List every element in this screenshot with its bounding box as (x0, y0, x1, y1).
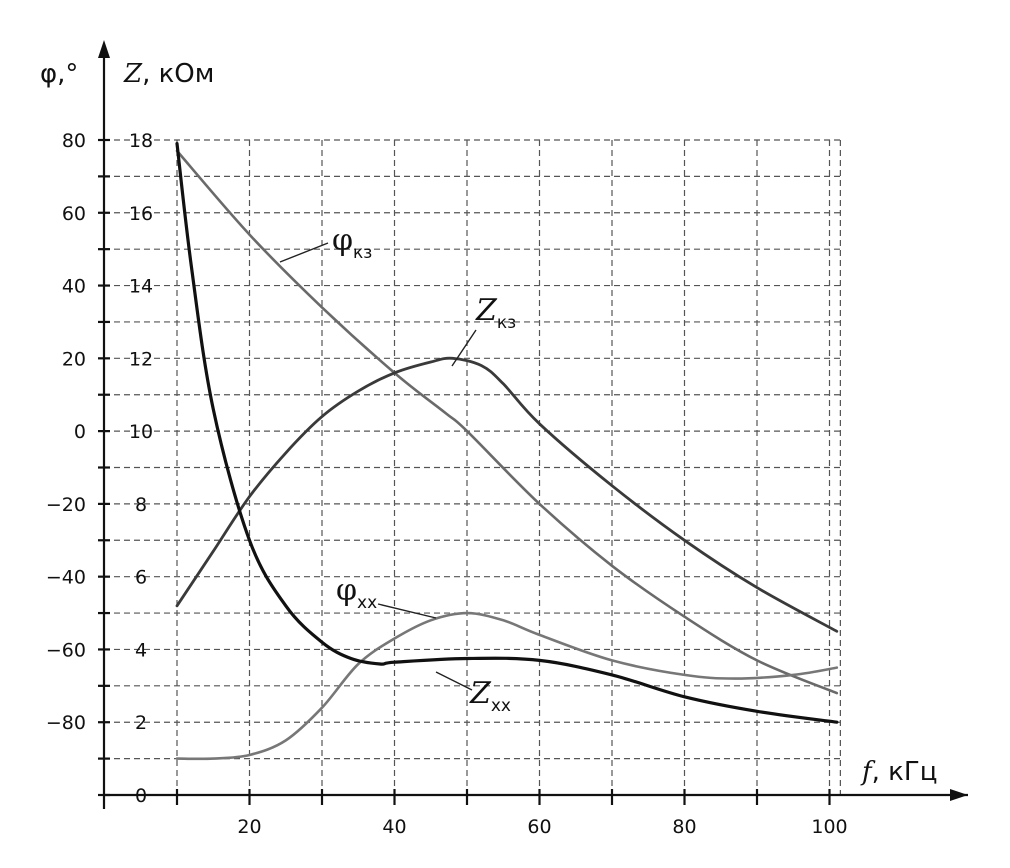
y-right-tick-label: 8 (135, 494, 147, 516)
y-right-tick-label: 2 (135, 712, 147, 734)
y-left-tick-label: 80 (62, 130, 86, 152)
leader-line-z-kz (451, 329, 477, 367)
y-left-tick-label: 0 (74, 421, 86, 443)
y-axis-arrow (98, 40, 110, 58)
y-left-tick-label: 40 (62, 276, 86, 298)
y-right-axis-var: Z (123, 59, 143, 89)
leader-line-z-xx (435, 671, 473, 691)
x-tick-label: 80 (672, 816, 696, 838)
y-left-tick-label: −60 (46, 639, 86, 661)
series-z-kz-line (175, 356, 839, 633)
y-right-tick-label: 16 (129, 203, 153, 225)
curve-label-z-kz: Zкз (475, 293, 516, 333)
x-axis-unit: , кГц (872, 757, 938, 787)
x-tick-label: 60 (527, 816, 551, 838)
curve-label-subscript: хх (357, 593, 377, 613)
x-tick-label: 20 (237, 816, 261, 838)
y-right-tick-label: 14 (129, 276, 153, 298)
tick-labels: 20 40 60 80 100806040200−20−40−60−8018161412… (46, 130, 848, 838)
series-z-xx-line (175, 142, 839, 724)
series-phi-kz-line (175, 149, 839, 695)
axes (98, 40, 968, 809)
x-axis-arrow (950, 789, 968, 801)
y-left-tick-label: 20 (62, 348, 86, 370)
y-left-axis-title: φ,° (40, 59, 78, 89)
y-left-tick-label: −20 (46, 494, 86, 516)
y-right-tick-label: 6 (135, 567, 147, 589)
y-right-tick-label: 0 (135, 785, 147, 807)
series-phi-xx-line (175, 611, 839, 761)
curve-label-symbol: Z (475, 293, 498, 328)
curve-label-phi-kz: φкз (332, 223, 372, 263)
y-left-tick-label: −80 (46, 712, 86, 734)
curve-label-symbol: Z (469, 676, 492, 711)
curve-label-subscript: хх (491, 696, 511, 716)
curve-label-phi-xx: φхх (336, 573, 377, 613)
curve-label-symbol: φ (336, 573, 357, 608)
curve-label-subscript: кз (353, 243, 372, 263)
y-right-tick-label: 18 (129, 130, 153, 152)
grid (104, 139, 841, 795)
x-tick-label: 40 (382, 816, 406, 838)
leader-line-phi-kz (279, 242, 329, 263)
curve-label-z-xx: Zхх (469, 676, 511, 716)
x-tick-label: 100 (811, 816, 847, 838)
leader-line-phi-xx (377, 603, 437, 619)
y-left-tick-label: −40 (46, 567, 86, 589)
x-axis-title: f, кГц (860, 757, 937, 787)
series (175, 142, 839, 761)
y-left-tick-label: 60 (62, 203, 86, 225)
y-right-axis-unit: , кОм (142, 59, 214, 89)
curve-label-subscript: кз (497, 313, 516, 333)
y-right-tick-label: 12 (129, 348, 153, 370)
y-right-tick-label: 10 (129, 421, 153, 443)
y-right-axis-title: Z, кОм (123, 59, 214, 89)
y-right-tick-label: 4 (135, 639, 147, 661)
curve-label-symbol: φ (332, 223, 353, 258)
